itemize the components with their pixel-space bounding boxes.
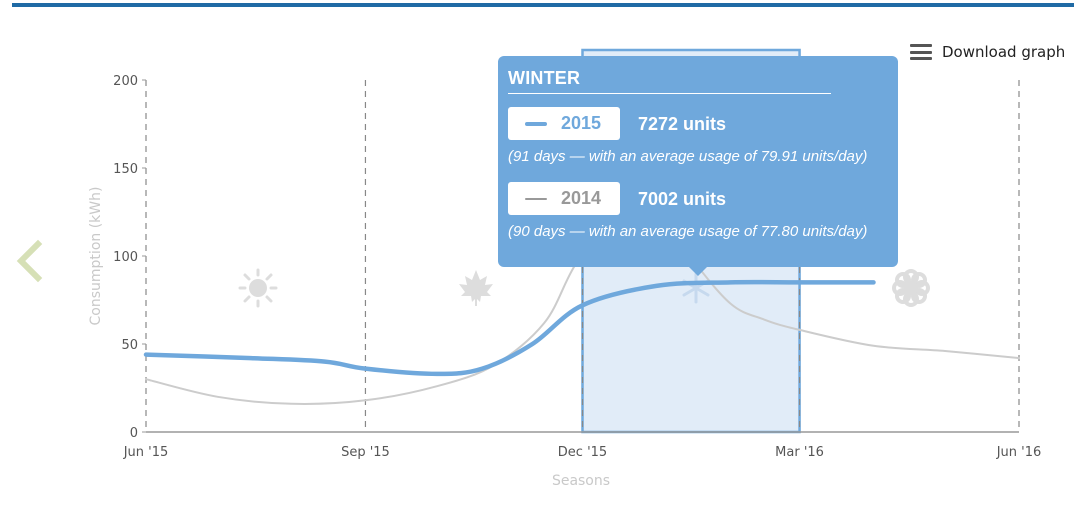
legend-year-2014: 2014 [561, 188, 602, 208]
y-tick-label: 0 [130, 426, 138, 441]
download-graph-label: Download graph [942, 43, 1066, 61]
x-axis-title: Seasons [552, 473, 610, 489]
x-tick-label: Mar '16 [775, 445, 824, 460]
legend-item-2015[interactable]: 2015 [508, 107, 620, 140]
series-2014-swatch [525, 197, 547, 200]
tooltip-divider [508, 93, 831, 94]
units-2014: 7002 units [638, 189, 727, 209]
note-2015: (91 days — with an average usage of 79.9… [508, 148, 868, 165]
y-tick-label: 50 [121, 338, 138, 353]
units-2015: 7272 units [638, 114, 727, 134]
top-accent-bar [12, 3, 1074, 7]
tooltip-season-title: WINTER [508, 68, 581, 88]
sun-icon [238, 268, 278, 308]
tick-labels: 0 50 100 150 200 Jun '15 Sep '15 Dec '15 Mar '16… [113, 74, 1041, 460]
chevron-left-icon [16, 239, 43, 283]
y-axis-title: Consumption (kWh) [88, 187, 104, 326]
leaf-icon [459, 270, 493, 306]
download-graph-button[interactable]: Download graph [910, 41, 1065, 63]
previous-period-button[interactable] [14, 238, 44, 284]
x-tick-label: Sep '15 [341, 445, 390, 460]
x-tick-label: Jun '15 [123, 445, 169, 460]
y-tick-label: 200 [113, 74, 138, 89]
legend-year-2015: 2015 [561, 113, 602, 133]
series-line-2015 [143, 279, 876, 377]
x-tick-label: Jun '16 [996, 445, 1042, 460]
season-tooltip: WINTER 2015 7272 units (91 days — with a… [498, 56, 898, 276]
legend-item-2014[interactable]: 2014 [508, 182, 620, 215]
tooltip-pointer [689, 267, 707, 276]
y-tick-label: 150 [113, 162, 138, 177]
series-2015-swatch [525, 121, 547, 126]
hamburger-menu-icon [910, 44, 932, 60]
y-tick-label: 100 [113, 250, 138, 265]
flower-icon [892, 269, 930, 307]
x-tick-label: Dec '15 [558, 445, 607, 460]
note-2014: (90 days — with an average usage of 77.8… [508, 223, 868, 240]
